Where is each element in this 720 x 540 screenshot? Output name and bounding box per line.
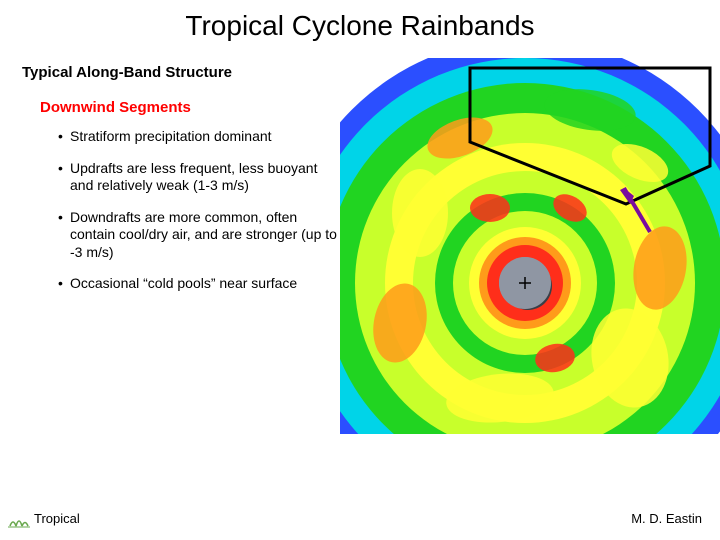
page-title: Tropical Cyclone Rainbands (0, 0, 720, 50)
bullet-item: Occasional “cold pools” near surface (58, 275, 338, 293)
bullet-item: Stratiform precipitation dominant (58, 128, 338, 146)
bullet-item: Updrafts are less frequent, less buoyant… (58, 160, 338, 195)
radar-image (340, 58, 720, 434)
footer-left: Tropical (34, 511, 80, 526)
bullet-list: Stratiform precipitation dominant Updraf… (58, 128, 338, 293)
logo-icon (8, 512, 30, 528)
footer-right: M. D. Eastin (631, 511, 702, 526)
bullet-item: Downdrafts are more common, often contai… (58, 209, 338, 262)
